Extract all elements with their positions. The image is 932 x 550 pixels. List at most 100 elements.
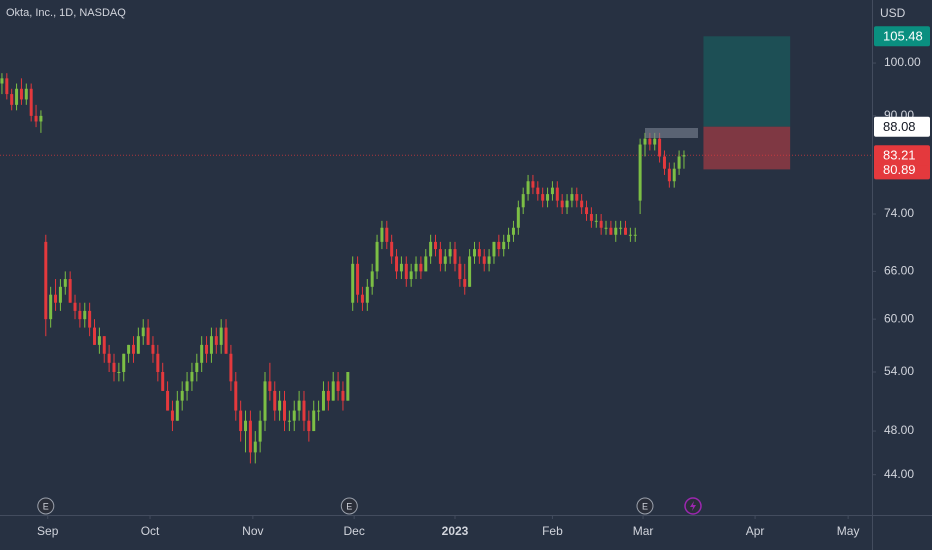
candle-body — [239, 410, 243, 432]
candle-body — [331, 381, 335, 401]
y-tick-label: 100.00 — [884, 55, 921, 69]
candle-body — [609, 227, 613, 235]
candle-body — [526, 181, 530, 195]
candle-body — [434, 241, 438, 250]
candle-body — [424, 256, 428, 272]
position-label-box — [645, 128, 698, 138]
candle-body — [555, 187, 559, 201]
candle-body — [248, 420, 252, 453]
candle-body — [15, 88, 19, 105]
candle-body — [662, 156, 666, 169]
candle-body — [302, 400, 306, 421]
candle-body — [97, 336, 101, 345]
x-tick-label: Oct — [141, 524, 160, 538]
candle-body — [546, 194, 550, 201]
last-price-badge — [874, 145, 930, 166]
candle-body — [136, 336, 140, 354]
candle-body — [365, 286, 369, 303]
y-tick-label: 44.00 — [884, 467, 914, 481]
candle-body — [477, 249, 481, 257]
candle-body — [244, 420, 248, 432]
candle-body — [614, 227, 618, 235]
candle-body — [351, 263, 355, 303]
candle-body — [175, 400, 179, 421]
candle-body — [146, 327, 150, 345]
candle-body — [404, 263, 408, 280]
candle-body — [63, 279, 67, 287]
candle-body — [321, 390, 325, 411]
candle-body — [585, 207, 589, 215]
candle-body — [224, 327, 228, 354]
candle-body — [268, 381, 272, 391]
candle-body — [560, 200, 564, 208]
candle-body — [438, 249, 442, 264]
candle-body — [292, 410, 296, 421]
candle-body — [658, 138, 662, 157]
candle-body — [287, 420, 291, 422]
candle-body — [127, 344, 131, 354]
candle-body — [628, 234, 632, 236]
candle-body — [565, 200, 569, 208]
candle-body — [360, 294, 364, 303]
candle-body — [570, 194, 574, 201]
candle-body — [166, 390, 170, 411]
event-marker — [636, 497, 654, 515]
candle-body — [161, 371, 165, 391]
candle-body — [672, 168, 676, 182]
position-stop-zone — [703, 126, 791, 170]
entry-badge-text: 88.08 — [883, 119, 916, 134]
candle-body — [278, 400, 282, 411]
event-marker — [340, 497, 358, 515]
chart-title: Okta, Inc., 1D, NASDAQ — [6, 7, 126, 19]
candle-body — [234, 381, 238, 411]
candle-body — [385, 227, 389, 242]
candle-body — [5, 78, 9, 95]
candle-body — [380, 227, 384, 242]
candle-body — [653, 138, 657, 145]
x-tick-label: 2023 — [442, 524, 469, 538]
candle-body — [258, 420, 262, 442]
y-tick-label: 48.00 — [884, 423, 914, 437]
x-tick-label: Dec — [343, 524, 364, 538]
candle-body — [88, 310, 92, 328]
event-label: E — [43, 501, 49, 511]
candle-body — [205, 344, 209, 354]
candle-body — [78, 310, 82, 320]
candle-body — [497, 241, 501, 250]
candle-body — [472, 249, 476, 257]
candle-body — [229, 353, 233, 382]
candle-body — [580, 200, 584, 208]
x-tick-label: Nov — [242, 524, 263, 538]
candle-body — [419, 263, 423, 272]
candle-body — [0, 78, 4, 84]
candle-body — [209, 336, 213, 354]
x-tick-label: Feb — [542, 524, 563, 538]
candle-body — [112, 362, 116, 372]
candle-body — [468, 256, 472, 287]
entry-badge — [874, 116, 930, 137]
candle-body — [624, 227, 628, 235]
candle-body — [638, 144, 642, 201]
target-badge-text: 105.48 — [883, 29, 923, 44]
candle-body — [93, 327, 97, 345]
candle-body — [326, 390, 330, 401]
candle-body — [507, 234, 511, 242]
candle-body — [399, 263, 403, 272]
currency-label: USD — [880, 6, 906, 20]
candle-body — [414, 263, 418, 272]
candle-body — [170, 410, 174, 421]
candle-body — [10, 94, 14, 105]
candle-body — [604, 227, 608, 229]
candle-body — [29, 88, 33, 116]
candle-body — [643, 138, 647, 145]
candle-body — [253, 441, 257, 453]
candle-body — [307, 420, 311, 432]
candle-body — [185, 381, 189, 391]
candle-body — [297, 400, 301, 411]
candle-body — [39, 115, 43, 122]
candle-body — [44, 241, 48, 320]
event-label: E — [642, 501, 648, 511]
candle-body — [54, 294, 58, 303]
candle-body — [83, 310, 87, 320]
